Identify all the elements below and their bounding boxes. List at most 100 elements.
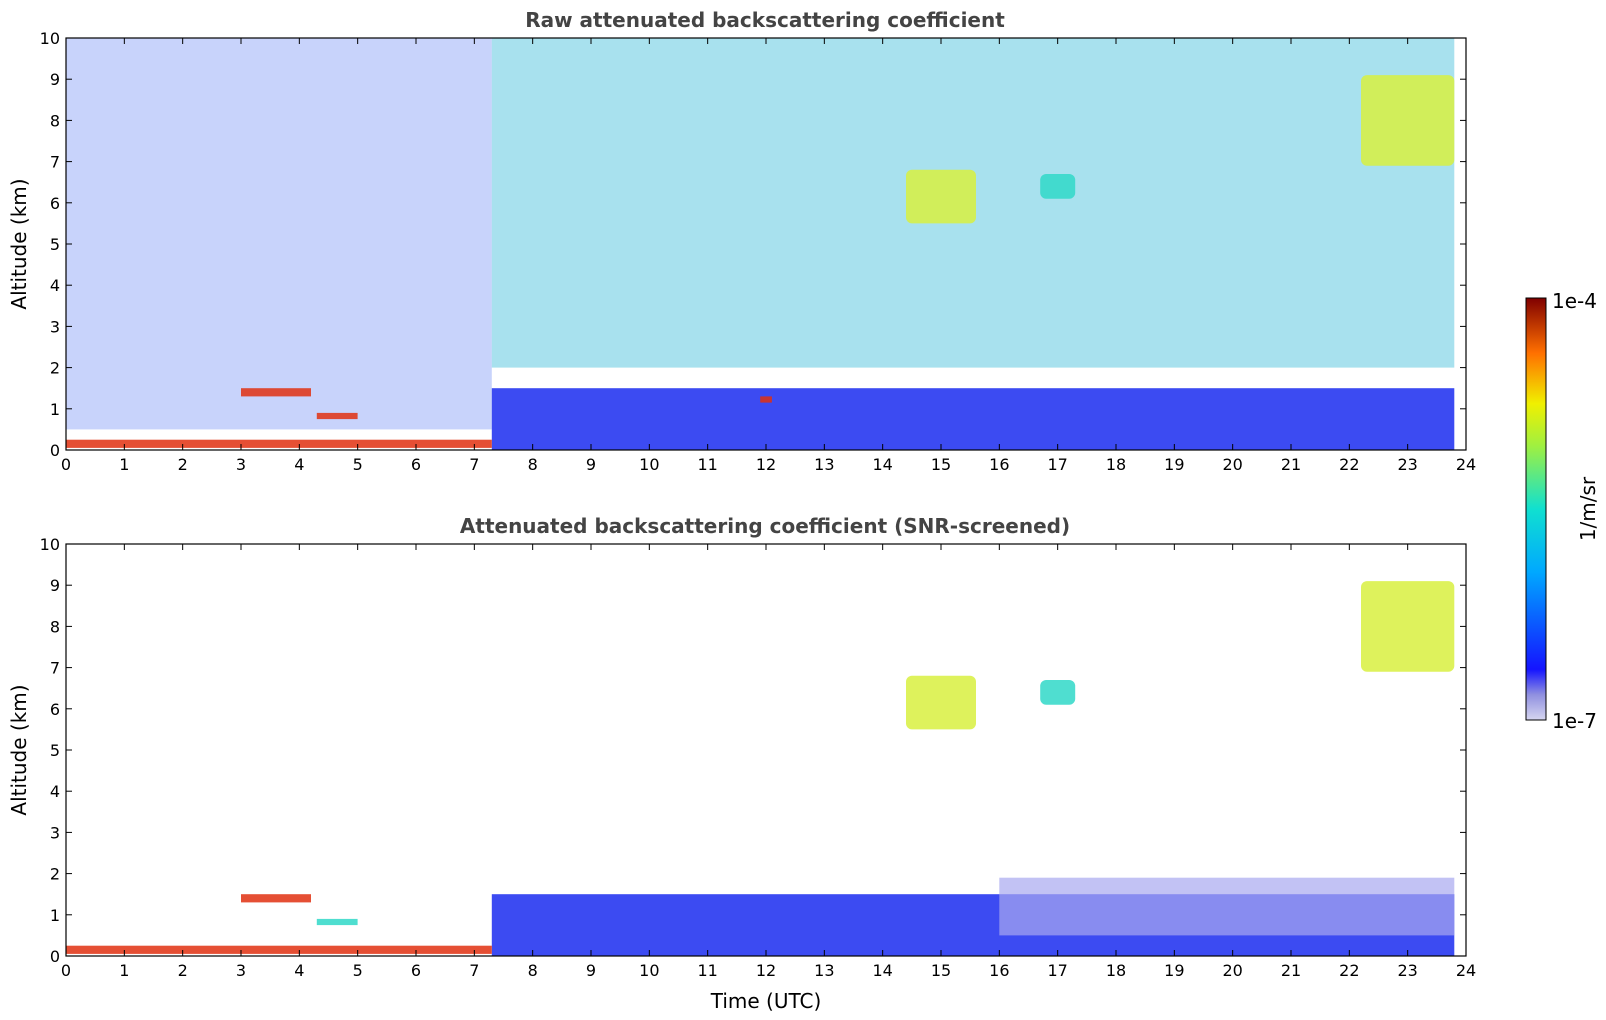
- x-tick-label: 13: [814, 455, 834, 474]
- y-tick-label: 8: [50, 111, 60, 130]
- x-tick-label: 22: [1339, 961, 1359, 980]
- x-tick-label: 6: [411, 455, 421, 474]
- colorbar-min-label: 1e-7: [1552, 709, 1597, 733]
- y-tick-label: 0: [50, 947, 60, 966]
- raw-axis-ticks: 0 1 2 3 4 5 6 7 8 9 10 11 12 13 14 15 16 17 18 19 20 21 22 23 24…: [40, 29, 1477, 474]
- x-tick-label: 1: [119, 455, 129, 474]
- y-tick-label: 9: [50, 70, 60, 89]
- x-tick-label: 24: [1456, 961, 1476, 980]
- y-tick-label: 6: [50, 194, 60, 213]
- x-tick-label: 0: [61, 961, 71, 980]
- y-tick-label: 4: [50, 276, 60, 295]
- x-tick-label: 5: [353, 961, 363, 980]
- x-tick-label: 17: [1047, 455, 1067, 474]
- x-tick-label: 11: [697, 961, 717, 980]
- x-tick-label: 22: [1339, 455, 1359, 474]
- heatmap-region-noisy-background-low-signal: [66, 38, 492, 430]
- x-tick-label: 19: [1164, 455, 1184, 474]
- raw-heatmap: [66, 38, 1455, 450]
- x-tick-label: 0: [61, 455, 71, 474]
- colorbar-max-label: 1e-4: [1552, 289, 1597, 313]
- screened-backscatter-panel: Attenuated backscattering coefficient (S…: [7, 514, 1476, 1013]
- heatmap-region-low-cloud: [316, 412, 358, 420]
- x-tick-label: 10: [639, 961, 659, 980]
- y-tick-label: 2: [50, 359, 60, 378]
- x-tick-label: 7: [469, 455, 479, 474]
- x-tick-label: 6: [411, 961, 421, 980]
- panel-title-screened: Attenuated backscattering coefficient (S…: [460, 514, 1070, 538]
- x-tick-label: 11: [697, 455, 717, 474]
- heatmap-region-low-cloud: [241, 388, 311, 397]
- x-tick-label: 15: [931, 961, 951, 980]
- x-tick-label: 17: [1047, 961, 1067, 980]
- heatmap-region-residual-layer: [999, 877, 1455, 936]
- x-tick-label: 21: [1281, 961, 1301, 980]
- x-tick-label: 4: [294, 961, 304, 980]
- x-tick-label: 2: [178, 455, 188, 474]
- y-tick-label: 7: [50, 659, 60, 678]
- x-tick-label: 18: [1106, 455, 1126, 474]
- x-tick-label: 23: [1397, 455, 1417, 474]
- y-tick-label: 5: [50, 741, 60, 760]
- heatmap-region-cirrus: [1040, 174, 1076, 199]
- heatmap-region-boundary-layer: [491, 388, 1455, 450]
- x-tick-label: 5: [353, 455, 363, 474]
- x-tick-label: 14: [872, 961, 892, 980]
- x-tick-label: 12: [756, 455, 776, 474]
- screened-axis-ticks: 0 1 2 3 4 5 6 7 8 9 10 11 12 13 14 15 16 17 18 19 20 21 22 23 24…: [40, 535, 1477, 980]
- heatmap-region-surface-layer: [66, 439, 492, 448]
- x-tick-label: 19: [1164, 961, 1184, 980]
- x-tick-label: 21: [1281, 455, 1301, 474]
- screened-heatmap: [66, 581, 1455, 956]
- y-tick-label: 10: [40, 535, 60, 554]
- y-tick-label: 5: [50, 235, 60, 254]
- x-tick-label: 7: [469, 961, 479, 980]
- x-tick-label: 3: [236, 961, 246, 980]
- y-tick-label: 3: [50, 823, 60, 842]
- heatmap-region-surface-layer: [66, 945, 492, 954]
- y-tick-label: 6: [50, 700, 60, 719]
- x-tick-label: 13: [814, 961, 834, 980]
- x-tick-label: 1: [119, 961, 129, 980]
- ylabel-screened: Altitude (km): [7, 684, 31, 815]
- heatmap-region-cirrus: [906, 675, 976, 730]
- x-tick-label: 3: [236, 455, 246, 474]
- x-tick-label: 2: [178, 961, 188, 980]
- x-tick-label: 20: [1222, 961, 1242, 980]
- x-tick-label: 9: [586, 961, 596, 980]
- x-tick-label: 9: [586, 455, 596, 474]
- x-tick-label: 4: [294, 455, 304, 474]
- y-tick-label: 1: [50, 906, 60, 925]
- x-tick-label: 10: [639, 455, 659, 474]
- y-tick-label: 2: [50, 865, 60, 884]
- heatmap-region-cirrus: [1040, 680, 1076, 705]
- y-tick-label: 3: [50, 317, 60, 336]
- x-tick-label: 15: [931, 455, 951, 474]
- y-tick-label: 10: [40, 29, 60, 48]
- heatmap-region-low-cloud: [316, 918, 358, 926]
- y-tick-label: 4: [50, 782, 60, 801]
- heatmap-region-cirrus: [1361, 581, 1455, 672]
- heatmap-region-cirrus: [906, 169, 976, 224]
- x-tick-label: 8: [528, 961, 538, 980]
- y-tick-label: 7: [50, 153, 60, 172]
- ylabel-raw: Altitude (km): [7, 178, 31, 309]
- heatmap-region-low-cloud: [760, 396, 772, 403]
- y-tick-label: 1: [50, 400, 60, 419]
- y-tick-label: 8: [50, 617, 60, 636]
- x-tick-label: 16: [989, 961, 1009, 980]
- x-tick-label: 23: [1397, 961, 1417, 980]
- heatmap-region-cirrus: [1361, 75, 1455, 166]
- x-tick-label: 12: [756, 961, 776, 980]
- y-tick-label: 0: [50, 441, 60, 460]
- colorbar-units-label: 1/m/sr: [1576, 476, 1600, 541]
- panel-title-raw: Raw attenuated backscattering coefficien…: [525, 8, 1005, 32]
- x-tick-label: 8: [528, 455, 538, 474]
- x-tick-label: 24: [1456, 455, 1476, 474]
- raw-backscatter-panel: Raw attenuated backscattering coefficien…: [7, 8, 1476, 474]
- xlabel-time: Time (UTC): [710, 989, 822, 1013]
- x-tick-label: 20: [1222, 455, 1242, 474]
- colorbar: 1e-4 1e-7 1/m/sr: [1525, 289, 1600, 733]
- heatmap-region-low-cloud: [241, 894, 311, 903]
